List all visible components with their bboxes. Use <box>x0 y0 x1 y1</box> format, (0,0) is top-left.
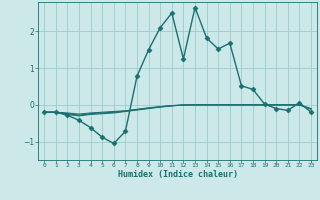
X-axis label: Humidex (Indice chaleur): Humidex (Indice chaleur) <box>118 170 238 179</box>
